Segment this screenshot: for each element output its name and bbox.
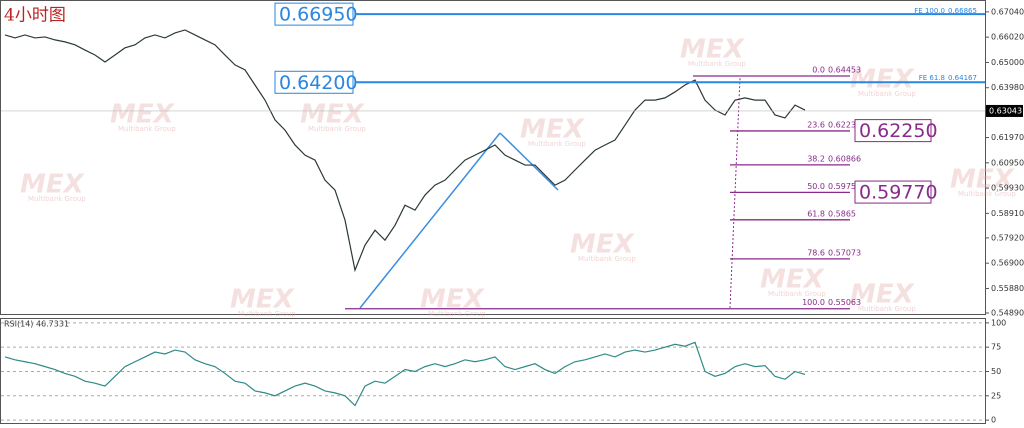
watermark-sub: Multibank Group [958,190,1016,198]
fib-price: 0.59758 [828,182,861,191]
y-tick-label: 0.55880 [991,284,1024,293]
target-label: 0.62250 [859,120,938,142]
watermark: MEX [760,265,826,295]
current-price-box [986,104,1023,117]
fib-level: 78.6 [807,248,825,257]
key-level-label: 0.64200 [279,72,358,94]
target-label: 0.59770 [859,182,938,204]
price-line [4,29,806,273]
y-tick-label: 100 [991,318,1006,327]
y-tick-label: 0.61970 [991,133,1024,142]
fe-level: FE 61.8 [919,74,945,82]
watermark-sub: Multibank Group [28,195,86,203]
fib-level: 0.0 [812,66,825,75]
y-tick-label: 0.67040 [991,7,1024,16]
watermark-sub: Multibank Group [528,140,586,148]
watermark-sub: Multibank Group [858,90,916,98]
fib-price: 0.55063 [828,298,861,307]
y-tick-label: 0.63980 [991,83,1024,92]
watermark-sub: Multibank Group [578,255,636,263]
fe-level: FE 100.0 [914,7,945,15]
fib-level: 23.6 [807,120,825,129]
current-price-label: 0.63043 [989,106,1022,115]
watermark-sub: Multibank Group [688,60,746,68]
watermark: MEX [570,230,636,260]
fib-level: 50.0 [807,182,825,191]
y-tick-label: 0.65000 [991,58,1024,67]
fib-level: 100.0 [802,298,825,307]
fe-price: 0.66865 [948,7,977,15]
watermark: MEX [520,115,586,145]
watermark: MEX [230,285,296,315]
y-tick-label: 0.56900 [991,259,1024,268]
watermark: MEX [110,100,176,130]
target-box [854,119,932,143]
watermark-sub: Multibank Group [238,310,296,318]
y-tick-label: 0.54890 [991,309,1024,318]
fib-price: 0.64453 [828,66,861,75]
watermark-sub: Multibank Group [118,125,176,133]
target-box [854,180,932,204]
y-tick-label: 0.60950 [991,158,1024,167]
main-panel [0,0,986,315]
y-tick-label: 0.57920 [991,233,1024,242]
watermark: MEX [850,280,916,310]
key-level-label: 0.66950 [279,4,358,26]
fib-level: 38.2 [807,154,825,163]
watermark: MEX [20,170,86,200]
watermark-sub: Multibank Group [858,305,916,313]
watermark-sub: Multibank Group [308,125,366,133]
y-tick-label: 0.59930 [991,184,1024,193]
watermark: MEX [850,65,916,95]
key-level-box [274,70,354,94]
rsi-title: RSI(14) 46.7331 [4,320,69,329]
price-line [4,341,806,407]
watermark-sub: Multibank Group [428,310,486,318]
trend-line [359,132,501,309]
chart-title: 4小时图 [4,6,66,26]
trend-line [499,132,559,191]
fib-level: 61.8 [807,209,825,218]
fib-price: 0.60866 [828,154,861,163]
fib-price: 0.5865 [828,209,856,218]
fe-price: 0.64167 [948,74,977,82]
y-tick-label: 0.66020 [991,33,1024,42]
y-tick-label: 0.58910 [991,209,1024,218]
y-tick-label: 25 [991,391,1001,400]
y-tick-label: 75 [991,343,1001,352]
fib-price: 0.57073 [828,248,861,257]
watermark-sub: Multibank Group [768,290,826,298]
watermark: MEX [680,35,746,65]
fib-price: 0.62237 [828,120,861,129]
watermark: MEX [420,285,486,315]
y-tick-label: 0 [991,416,996,425]
key-level-box [274,2,354,26]
watermark: MEX [300,100,366,130]
y-tick-label: 50 [991,367,1001,376]
watermark: MEX [950,165,1016,195]
